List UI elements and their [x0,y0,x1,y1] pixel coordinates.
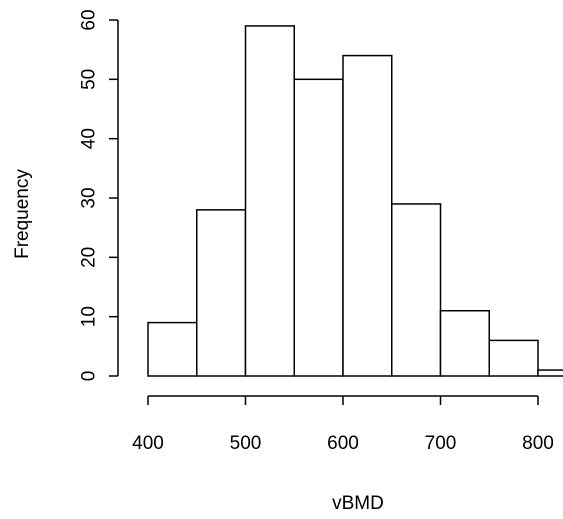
histogram-bar-400-450 [147,321,198,377]
y-tick-label-60: 60 [79,9,100,30]
y-tick-label-30: 30 [79,187,100,208]
x-tick-label-800: 800 [522,433,554,454]
y-tick-label-0: 0 [79,371,100,382]
y-tick-label-20: 20 [79,247,100,268]
histogram-bar-550-600 [293,78,344,377]
x-tick-label-400: 400 [132,433,164,454]
histogram-bar-450-500 [196,209,247,377]
x-tick-label-500: 500 [230,433,262,454]
x-axis-label: vBMD [332,493,384,514]
histogram-bar-700-750 [439,309,490,377]
y-axis-label: Frequency [12,169,33,259]
histogram-bars [147,25,563,377]
x-tick-label-700: 700 [425,433,457,454]
histogram-bar-800-850 [537,369,563,377]
x-axis: 400 500 600 700 800 [132,395,554,454]
histogram-bar-500-550 [244,25,295,377]
histogram-bar-600-650 [342,54,393,377]
y-axis: 0 10 20 30 40 50 60 [79,9,119,381]
histogram-bar-750-800 [488,339,539,377]
y-tick-label-10: 10 [79,306,100,327]
y-tick-label-50: 50 [79,69,100,90]
x-tick-label-600: 600 [327,433,359,454]
histogram-bar-650-700 [391,203,442,377]
y-tick-label-40: 40 [79,128,100,149]
